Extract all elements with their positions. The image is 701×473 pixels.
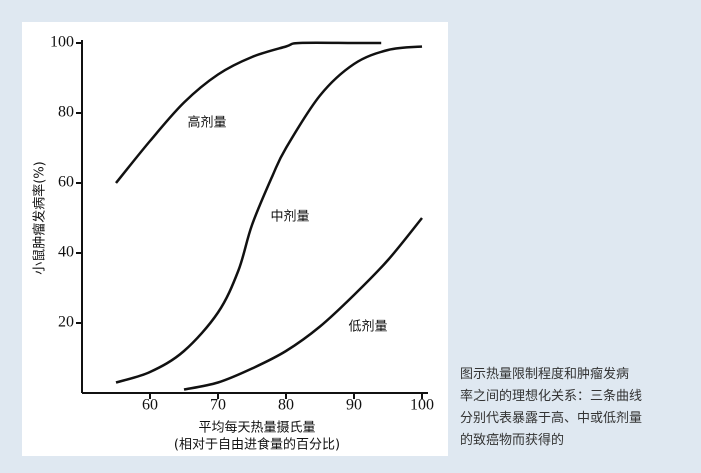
caption-line: 图示热量限制程度和肿瘤发病 [460,367,630,382]
y-tick-label: 60 [58,174,74,191]
line-series [115,41,382,184]
series-label: 低剂量 [348,320,387,335]
line-series [183,217,423,391]
x-tick-label: 100 [410,397,434,414]
x-tick-label: 90 [346,397,362,414]
x-axis-label: 平均每天热量摄氏量 [198,420,315,436]
y-tick-label: 100 [50,34,74,51]
y-axis-label: 小鼠肿瘤发病率(%) [32,161,48,275]
caption-line: 率之间的理想化关系：三条曲线 [460,389,643,404]
x-tick-label: 60 [142,397,158,414]
series-label: 高剂量 [187,115,226,131]
caption-line: 分别代表暴露于高、中或低剂量 [460,411,643,426]
x-axis-sublabel: (相对于自由进食量的百分比) [174,437,340,453]
x-tick-label: 70 [210,397,226,414]
series-label: 中剂量 [270,210,309,225]
chart-panel [22,22,448,456]
y-tick-label: 40 [58,244,74,261]
y-tick-label: 20 [58,314,74,331]
line-series [115,45,423,384]
x-tick-label: 80 [278,397,294,414]
caption-line: 的致癌物而获得的 [460,433,565,448]
caption: 图示热量限制程度和肿瘤发病 率之间的理想化关系：三条曲线 分别代表暴露于高、中或低剂… [460,364,695,452]
y-tick-label: 80 [58,104,74,121]
